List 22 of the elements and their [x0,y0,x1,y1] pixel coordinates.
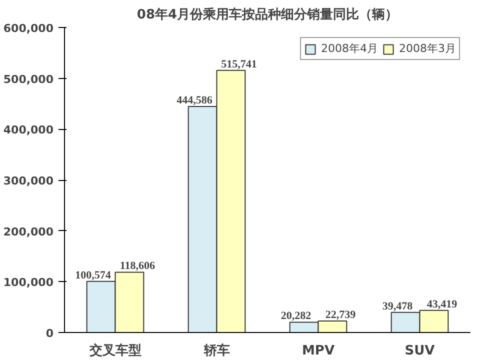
y-tick-label: 500,000 [3,72,54,86]
data-label: 22,739 [325,308,356,321]
data-label: 515,741 [221,58,257,70]
data-label: 43,419 [426,298,458,310]
legend-label: 2008年4月 [321,41,378,56]
data-label: 100,574 [75,269,112,282]
data-label: 118,606 [120,260,156,272]
y-tick-label: 600,000 [3,22,54,35]
data-label: 20,282 [280,310,312,322]
legend-label: 2008年3月 [399,41,456,56]
x-tick-label: 轿车 [202,342,230,358]
y-tick-label: 400,000 [3,124,54,137]
y-tick-label: 300,000 [3,174,54,188]
x-tick-label: SUV [404,344,435,358]
y-tick-label: 200,000 [3,225,54,238]
chart-title: 08年4月份乘用车按品种细分销量同比（辆） [136,6,398,22]
data-label: 39,478 [382,300,414,312]
data-label: 444,586 [176,94,213,106]
y-tick-label: 100,000 [3,276,54,290]
x-tick-label: 交叉车型 [88,342,142,358]
y-tick-label: 0 [46,327,54,340]
x-tick-label: MPV [302,344,335,358]
